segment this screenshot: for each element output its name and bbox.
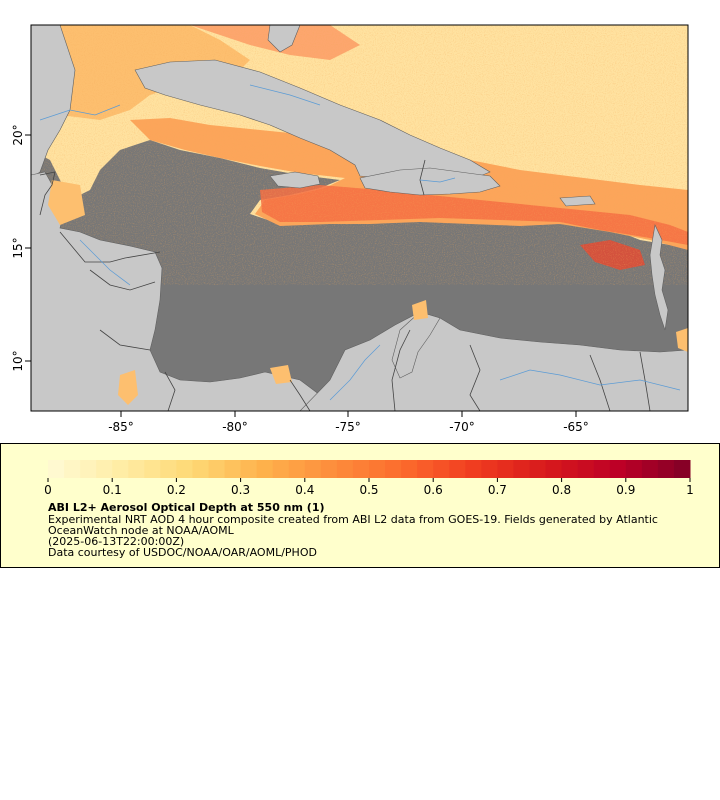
land-bahamas-florida [267,25,301,53]
colorbar-cell [449,460,466,478]
colorbar-cell [272,460,290,478]
colorbar-tick-label: 1 [686,483,694,496]
colorbar-cell [320,460,338,478]
colorbar-tick-label: 0.3 [231,483,250,496]
colorbar-cell [401,460,418,478]
colorbar-tick-label: 0.8 [552,483,571,496]
colorbar-cell [144,460,161,478]
colorbar-cell [369,460,386,478]
map-area [31,25,688,411]
colorbar-cell [673,460,691,478]
y-tick-label: 20° [11,124,25,145]
colorbar: 0 0.1 0.2 0.3 0.4 0.5 0.6 0.7 0.8 0.9 1 [44,460,694,496]
colorbar-cell [352,460,370,478]
colorbar-tick-label: 0.9 [616,483,635,496]
colorbar-cell [577,460,595,478]
aod-land-patch-2 [118,370,138,405]
legend-description-line: Experimental NRT AOD 4 hour composite cr… [48,513,658,526]
colorbar-tick-label: 0.1 [103,483,122,496]
country-borders [39,159,651,411]
x-tick-label: -70° [449,420,475,434]
legend-timestamp: (2025-06-13T22:00:00Z) [48,535,185,548]
colorbar-cell [256,460,274,478]
colorbar-cells [48,460,691,478]
colorbar-cell [288,460,306,478]
colorbar-cell [657,460,675,478]
colorbar-cell [128,460,145,478]
colorbar-cell [417,460,434,478]
map-frame [30,24,689,412]
colorbar-cell [224,460,242,478]
x-tick-label: -85° [108,420,134,434]
colorbar-cell [465,460,482,478]
x-tick-label: -65° [563,420,589,434]
aod-land-patch-4 [412,300,428,320]
aod-land-patch-3 [270,365,292,384]
land-jamaica [269,171,321,189]
colorbar-cell [609,460,627,478]
colorbar-cell [593,460,611,478]
land-puerto-rico [559,195,596,207]
legend-credit: Data courtesy of USDOC/NOAA/OAR/AOML/PHO… [48,546,317,559]
colorbar-tick-label: 0 [44,483,52,496]
aod-land-patch-1 [48,180,85,225]
colorbar-cell [176,460,193,478]
x-axis [120,411,577,417]
colorbar-cell [64,460,81,478]
colorbar-cell [80,460,97,478]
colorbar-cell [481,460,498,478]
colorbar-cell [385,460,402,478]
legend-description-line: OceanWatch node at NOAA/AOML [48,524,234,537]
legend-panel: 0 0.1 0.2 0.3 0.4 0.5 0.6 0.7 0.8 0.9 1 ABI L2+ Ae… [0,443,720,568]
colorbar-cell [513,460,530,478]
colorbar-cell [336,460,354,478]
colorbar-cell [641,460,659,478]
legend-title: ABI L2+ Aerosol Optical Depth at 550 nm … [48,501,325,514]
rivers [39,84,681,401]
colorbar-cell [561,460,579,478]
y-tick-label: 10° [11,350,25,371]
colorbar-cell [112,460,129,478]
colorbar-cell [625,460,643,478]
colorbar-cell [48,460,65,478]
y-tick-label: 15° [11,237,25,258]
colorbar-tick-label: 0.4 [295,483,314,496]
colorbar-cell [529,460,547,478]
land-south-america [299,311,688,411]
colorbar-cell [433,460,450,478]
map-figure: -85° -80° -75° -70° -65° 10° 15° 20° [11,24,689,434]
colorbar-tick-label: 0.5 [359,483,378,496]
land-lesser-antilles [649,223,669,331]
colorbar-cell [208,460,226,478]
colorbar-cell [160,460,177,478]
colorbar-cell [304,460,322,478]
aod-land-patch-5 [676,328,688,352]
y-axis [25,134,31,362]
colorbar-tick-label: 0.2 [167,483,186,496]
land-hispaniola [359,167,501,196]
colorbar-tick-label: 0.6 [424,483,443,496]
x-tick-label: -80° [222,420,248,434]
x-tick-label: -75° [335,420,361,434]
colorbar-cell [96,460,113,478]
colorbar-cell [497,460,514,478]
colorbar-tick-label: 0.7 [488,483,507,496]
colorbar-cell [192,460,209,478]
colorbar-ticks: 0 0.1 0.2 0.3 0.4 0.5 0.6 0.7 0.8 0.9 1 [44,478,694,496]
colorbar-cell [240,460,258,478]
colorbar-cell [545,460,563,478]
